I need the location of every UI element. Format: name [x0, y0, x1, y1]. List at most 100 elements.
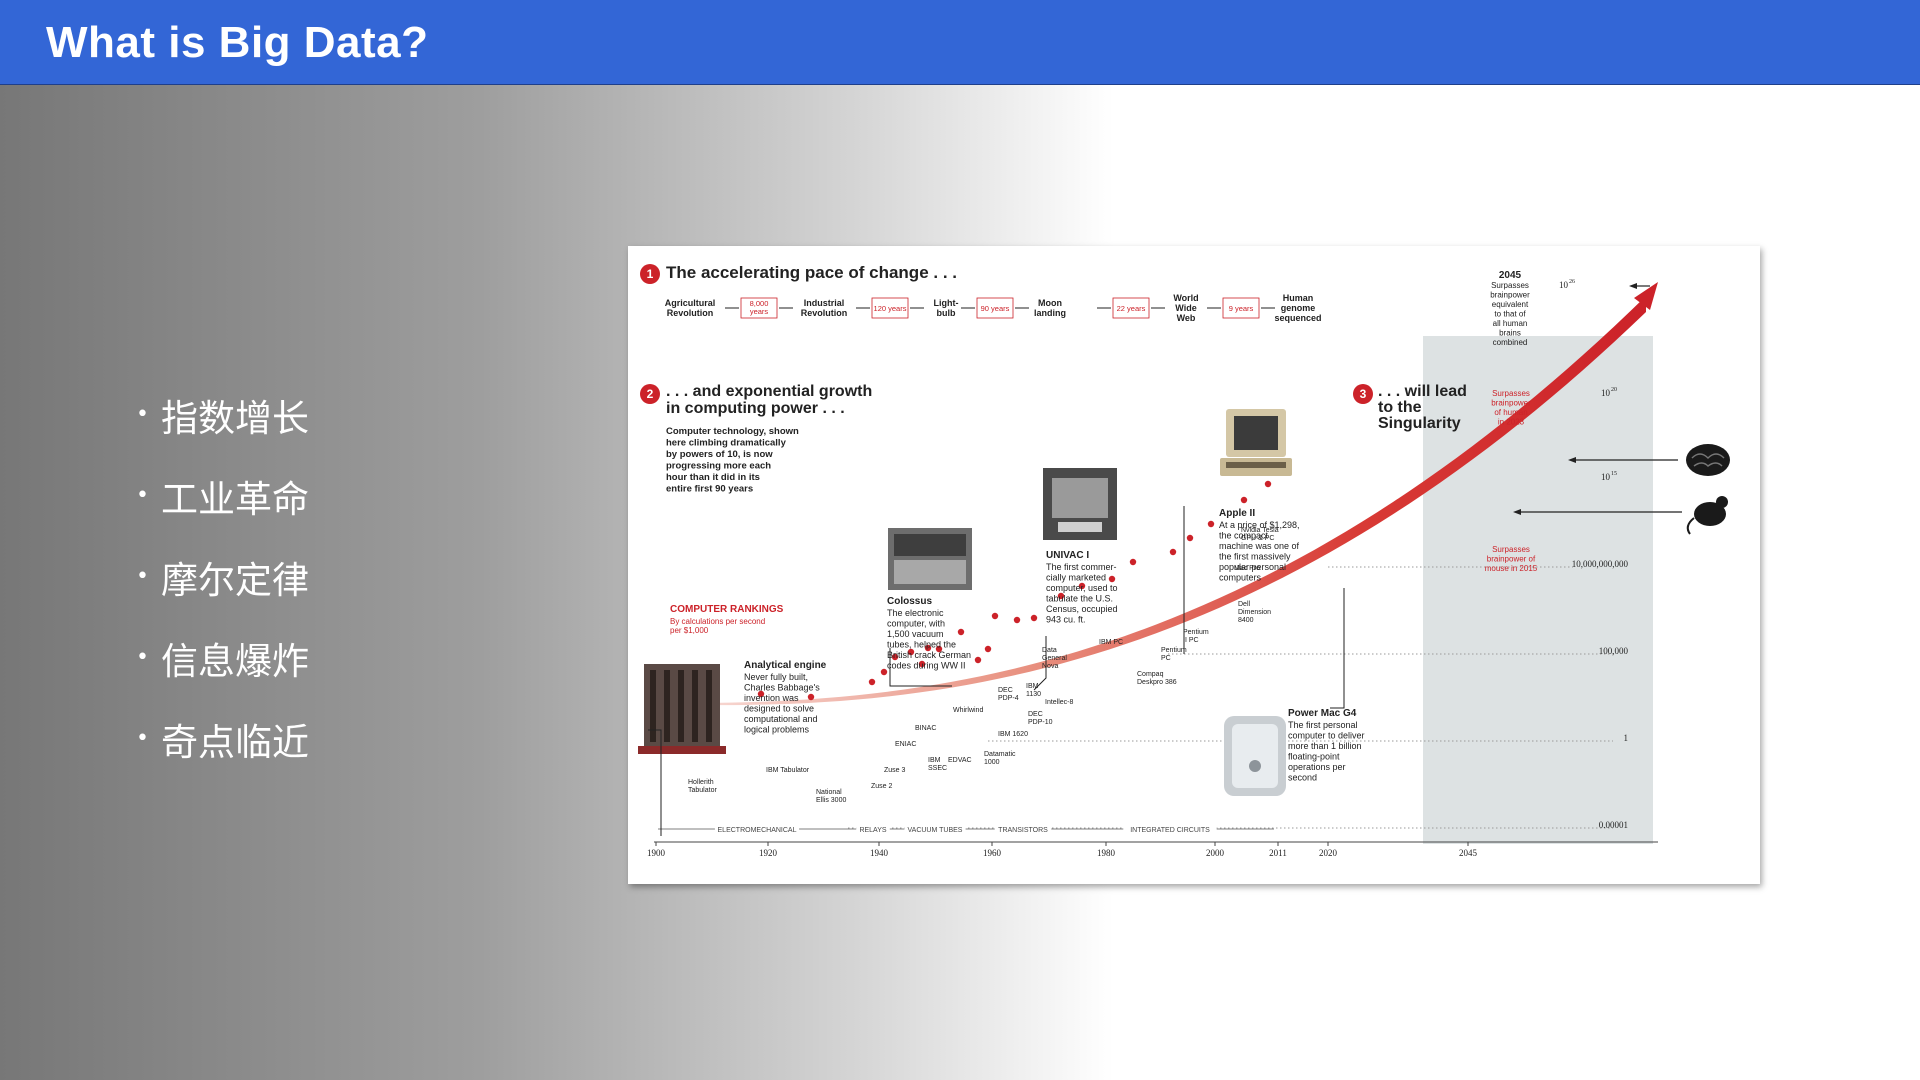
section-title: The accelerating pace of change . . . [666, 263, 957, 282]
data-point [957, 628, 965, 636]
section-title: in computing power . . . [666, 400, 845, 417]
bullet-text: 信息爆炸 [160, 639, 309, 683]
bullet-list: • 指数增长 • 工业革命 • 摩尔定律 • 信息爆炸 • 奇点临近 [136, 374, 309, 779]
note-2045: brainpower [1490, 291, 1530, 300]
machine-label: 1130 [1026, 691, 1041, 698]
callout-body: Charles Babbage's [744, 683, 820, 693]
note-2045: all human [1493, 319, 1528, 328]
note-2045: equivalent [1492, 300, 1529, 309]
brain-icon [1686, 444, 1730, 476]
bullet-item: • 摩尔定律 [136, 536, 309, 617]
data-point [974, 656, 982, 664]
machine-label: 8400 [1238, 617, 1254, 624]
machine-label: DEC [1028, 711, 1043, 718]
machine-label: PDP-4 [998, 695, 1019, 702]
data-point [1078, 582, 1086, 590]
data-point [868, 678, 876, 686]
bullet-item: • 信息爆炸 [136, 617, 309, 698]
note-2045: combined [1493, 338, 1528, 347]
machine-label: Ellis 3000 [816, 797, 846, 804]
note-2015: Surpasses [1492, 545, 1530, 554]
machine-label: IBM [1026, 683, 1039, 690]
callout-body: The electronic [887, 608, 944, 618]
machine-label: Whirlwind [953, 707, 983, 714]
callout-title: UNIVAC I [1046, 550, 1089, 561]
milestone-label: Human [1283, 293, 1314, 303]
callout-body: designed to solve [744, 704, 814, 714]
note-2023: of human [1494, 408, 1527, 417]
note-2015: mouse in 2015 [1485, 564, 1538, 573]
callout-body: computers [1219, 573, 1262, 583]
interval-box [976, 297, 1014, 319]
note-2023: in 2023 [1498, 418, 1525, 427]
milestone-label: Industrial [804, 298, 845, 308]
callout-title: Colossus [887, 596, 932, 607]
era-label: INTEGRATED CIRCUITS [1130, 827, 1210, 834]
section-badge [640, 384, 660, 404]
note-2045: brains [1499, 329, 1521, 338]
milestone-label: Revolution [667, 308, 714, 318]
callout-body: computer to deliver [1288, 731, 1365, 741]
data-point [991, 612, 999, 620]
callout-body: operations per [1288, 762, 1346, 772]
callout-body: The first personal [1288, 720, 1358, 730]
milestone-label: Revolution [801, 308, 848, 318]
bullet-icon: • [136, 483, 149, 508]
bullet-icon: • [136, 564, 149, 589]
data-point [924, 644, 932, 652]
note-arrowheads [1513, 283, 1637, 515]
milestone-label: Moon [1038, 298, 1062, 308]
y-tick-label: 10 [1601, 388, 1611, 398]
bullet-icon: • [136, 645, 149, 670]
callout-body: Never fully built, [744, 672, 808, 682]
section-body: here climbing dramatically [666, 438, 787, 449]
era-label: VACUUM TUBES [908, 827, 963, 834]
machine-label: PC [1161, 655, 1171, 662]
era-label: RELAYS [859, 827, 886, 834]
bullet-item: • 奇点临近 [136, 698, 309, 779]
interval-label: years [750, 307, 769, 316]
callout-body: logical problems [744, 725, 810, 735]
callout-body: British crack German [887, 650, 971, 660]
callout-body: machine was one of [1219, 541, 1300, 551]
milestone-label: Web [1177, 313, 1196, 323]
machine-label: Mac Pro [1234, 565, 1260, 572]
machine-label: Dell [1238, 601, 1251, 608]
machine-label: GPU & PC [1241, 535, 1274, 542]
x-tick-label: 1980 [1097, 848, 1116, 858]
colossus-image [888, 528, 972, 590]
data-point [1057, 592, 1065, 600]
callout-body: the first massively [1219, 552, 1291, 562]
callout-body: Census, occupied [1046, 604, 1118, 614]
machine-label: National [816, 789, 842, 796]
note-2045: Surpasses [1491, 281, 1529, 290]
data-point [907, 648, 915, 656]
bullet-text: 奇点临近 [160, 720, 309, 764]
callout-body: computer, with [887, 619, 945, 629]
x-tick-label: 2020 [1319, 848, 1338, 858]
callout-body: codes during WW II [887, 661, 966, 671]
era-label-bg [904, 824, 966, 834]
interval-box [740, 297, 778, 319]
note-2023: brainpower [1491, 399, 1531, 408]
data-point [1030, 614, 1038, 622]
machine-label: IBM [928, 757, 941, 764]
note-2015: brainpower of [1487, 555, 1536, 564]
callout-title: Apple II [1219, 508, 1255, 519]
interval-label: 8,000 [750, 299, 769, 308]
machine-label: Zuse 2 [871, 783, 893, 790]
callout-body: second [1288, 773, 1317, 783]
section-number: 3 [1360, 387, 1367, 401]
growth-curve [652, 282, 1658, 730]
y-tick-label: 1 [1624, 733, 1629, 743]
machine-label: Pentium [1183, 629, 1209, 636]
callout-body: 1,500 vacuum [887, 629, 944, 639]
interval-label: 120 years [874, 304, 907, 313]
interval-label: 9 years [1229, 304, 1254, 313]
y-tick-label: 100,000 [1599, 646, 1629, 656]
machine-label: Datamatic [984, 751, 1016, 758]
machine-label: Dimension [1238, 609, 1271, 616]
section-body: Computer technology, shown [666, 426, 799, 437]
data-point [880, 668, 888, 676]
callout-body: computational and [744, 714, 818, 724]
